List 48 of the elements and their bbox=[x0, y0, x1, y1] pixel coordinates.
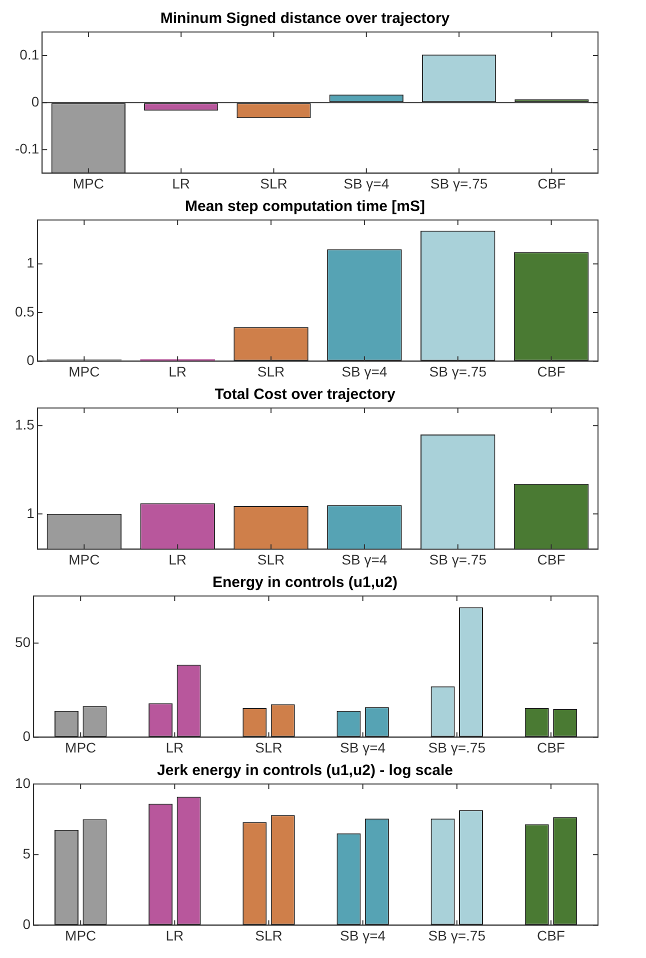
y-tick-label: 5 bbox=[22, 845, 31, 862]
x-tick-label: SB γ=4 bbox=[342, 363, 388, 380]
x-tick-label: SB γ=4 bbox=[340, 739, 386, 756]
chart-title: Mean step computation time [mS] bbox=[184, 198, 426, 216]
x-tick-label: SB γ=4 bbox=[342, 551, 388, 568]
x-tick-label: CBF bbox=[538, 175, 566, 192]
x-tick-label: LR bbox=[166, 927, 184, 944]
x-tick-label: SLR bbox=[257, 363, 285, 380]
x-tick-label: SB γ=4 bbox=[344, 175, 390, 192]
x-tick-label: LR bbox=[168, 363, 187, 380]
y-tick-label: 50 bbox=[14, 634, 31, 650]
y-tick-label: 1 bbox=[26, 254, 35, 271]
x-tick-label: SB γ=.75 bbox=[428, 927, 486, 944]
y-tick-label: 0 bbox=[31, 93, 40, 110]
x-tick-label: SB γ=.75 bbox=[429, 551, 487, 568]
chart-title: Total Cost over trajectory bbox=[214, 386, 396, 404]
x-tick-label: CBF bbox=[536, 927, 565, 944]
x-tick-label: CBF bbox=[537, 363, 566, 380]
x-tick-label: MPC bbox=[68, 363, 100, 380]
x-tick-label: SLR bbox=[257, 551, 285, 568]
y-tick-label: 1 bbox=[26, 504, 35, 521]
x-tick-label: SLR bbox=[255, 739, 282, 756]
y-tick-label: 0 bbox=[22, 916, 31, 932]
x-tick-label: MPC bbox=[65, 739, 96, 756]
y-tick-label: 0 bbox=[22, 728, 31, 744]
x-tick-label: SB γ=.75 bbox=[428, 739, 486, 756]
x-tick-label: MPC bbox=[72, 175, 104, 192]
y-tick-label: 1.5 bbox=[14, 416, 35, 433]
chart-title: Mininum Signed distance over trajectory bbox=[160, 10, 450, 28]
y-tick-label: 0.1 bbox=[20, 46, 40, 62]
x-tick-label: LR bbox=[168, 551, 187, 568]
y-tick-label: -0.1 bbox=[15, 140, 40, 157]
chart-title: Jerk energy in controls (u1,u2) - log scale bbox=[157, 762, 453, 780]
x-tick-label: LR bbox=[166, 739, 184, 756]
x-tick-label: MPC bbox=[65, 927, 96, 944]
x-tick-label: SB γ=.75 bbox=[430, 175, 488, 192]
x-tick-label: SLR bbox=[255, 927, 282, 944]
x-tick-label: CBF bbox=[537, 551, 566, 568]
x-tick-label: CBF bbox=[536, 739, 565, 756]
x-tick-label: LR bbox=[172, 175, 190, 192]
y-tick-label: 0.5 bbox=[14, 303, 35, 320]
x-tick-label: SB γ=.75 bbox=[429, 363, 487, 380]
x-tick-label: SB γ=4 bbox=[340, 927, 386, 944]
chart-title: Energy in controls (u1,u2) bbox=[212, 574, 398, 592]
y-tick-label: 0 bbox=[26, 352, 35, 368]
y-tick-label: 10 bbox=[14, 774, 31, 791]
x-tick-label: SLR bbox=[260, 175, 288, 192]
x-tick-label: MPC bbox=[68, 551, 100, 568]
